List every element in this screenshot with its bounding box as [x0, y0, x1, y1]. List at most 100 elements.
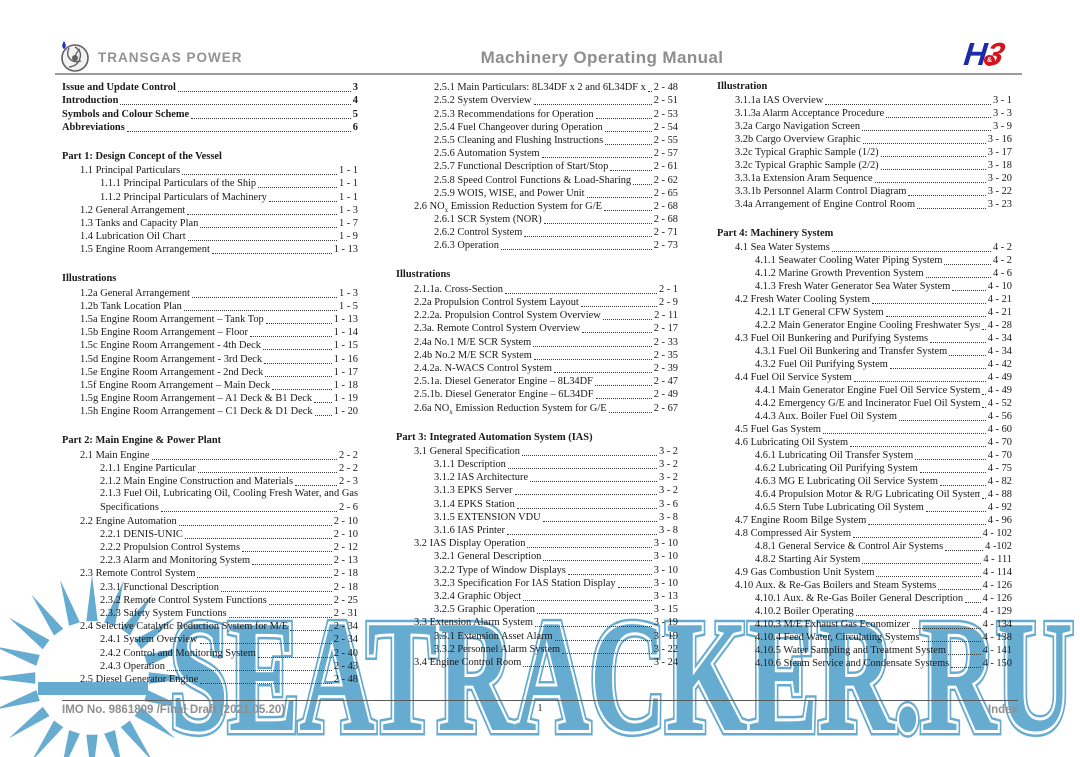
- dot-leader: [191, 117, 351, 119]
- watermark-text-outline: SEATRACKER.RU: [170, 587, 1073, 757]
- toc-entry-title: Symbols and Colour Scheme: [62, 108, 190, 120]
- toc-entry-title: Abbreviations: [62, 121, 125, 133]
- toc-column-middle: 2.5.1 Main Particulars: 8L34DF x 2 and 6…: [396, 81, 678, 669]
- toc-entry-title: 2.5.1b. Diesel Generator Engine – 6L34DF: [414, 389, 594, 401]
- toc-entry-page: 2 - 2: [338, 449, 358, 461]
- toc-entry-title: 2.4b No.2 M/E SCR System: [414, 349, 532, 361]
- toc-entry-page: 2 - 35: [653, 349, 678, 361]
- sun-ray: [134, 617, 176, 650]
- toc-entry-title: 3.3.2 Personnel Alarm System: [434, 643, 561, 655]
- dot-leader: [268, 200, 337, 202]
- sun-ray: [104, 580, 124, 626]
- h3-logo-ampersand: &: [984, 55, 995, 66]
- toc-entry: 2.5 Diesel Generator Engine 2 - 48: [62, 673, 358, 686]
- toc-entry-title: 4.1.1 Seawater Cooling Water Piping Syst…: [755, 255, 943, 266]
- dot-leader: [262, 349, 332, 351]
- toc-entry-title: 3.2a Cargo Navigation Screen: [735, 121, 861, 132]
- dot-leader: [183, 309, 337, 311]
- sun-ray: [104, 730, 121, 757]
- toc-entry: 4.1.1 Seawater Cooling Water Piping Syst…: [717, 254, 1012, 267]
- toc-spacer: [62, 256, 358, 273]
- toc-entry-page: 3 - 13: [653, 590, 678, 602]
- toc-entry-page: 3 - 23: [987, 199, 1012, 210]
- toc-entry-title: 4.6.5 Stern Tube Lubricating Oil System: [755, 502, 924, 513]
- toc-entry: 2.5.1b. Diesel Generator Engine – 6L34DF…: [396, 388, 678, 401]
- toc-entry-title: 1.5e Engine Room Arrangement - 2nd Deck: [80, 366, 264, 378]
- dot-leader: [211, 253, 332, 255]
- toc-entry-title: 2.6.2 Control System: [434, 227, 523, 239]
- toc-entry: 1.5g Engine Room Arrangement – A1 Deck &…: [62, 392, 358, 405]
- toc-entry-page: 2 - 39: [653, 362, 678, 374]
- toc-entry: 3.3.1 Extension Asset Alarm 3 - 19: [396, 629, 678, 642]
- toc-entry-wrapped-line: 2.1.3 Fuel Oil, Lubricating Oil, Cooling…: [100, 488, 358, 500]
- toc-entry-title: 2.5.3 Recommendations for Operation: [434, 108, 594, 120]
- toc-entry-page: 3 - 8: [658, 525, 678, 536]
- toc-entry-page: 2 - 31: [333, 607, 358, 619]
- toc-entry: 3.4 Engine Control Room 3 - 24: [396, 656, 678, 669]
- toc-entry-page: 4 - 141: [982, 645, 1012, 656]
- dot-leader: [314, 415, 332, 417]
- toc-entry-page: 3 - 19: [653, 630, 678, 642]
- toc-entry: 3.1.1 Description 3 - 2: [396, 458, 678, 471]
- toc-entry-page: 2 - 65: [653, 187, 678, 199]
- dot-leader: [120, 104, 351, 106]
- toc-entry: 2.5.8 Speed Control Functions & Load-Sha…: [396, 173, 678, 186]
- toc-entry-title: 1.1 Principal Particulars: [80, 165, 181, 177]
- toc-entry: 2.1.1 Engine Particular 2 - 2: [62, 462, 358, 475]
- toc-section-heading: Part 4: Machinery System: [717, 228, 834, 239]
- toc-entry-page: 1 - 20: [333, 406, 358, 418]
- dot-leader: [899, 420, 986, 421]
- toc-entry: 4.10.2 Boiler Operating 4 - 129: [717, 605, 1012, 618]
- dot-leader: [823, 433, 986, 434]
- dot-leader: [516, 507, 657, 509]
- dot-leader: [534, 626, 652, 628]
- dot-leader: [944, 264, 991, 265]
- toc-entry-page: 4 - 129: [982, 606, 1012, 617]
- dot-leader: [200, 682, 332, 684]
- toc-entry-title: 4.1 Sea Water Systems: [735, 242, 830, 253]
- toc-entry-title: 1.5d Engine Room Arrangement - 3rd Deck: [80, 353, 263, 365]
- toc-entry-title: 3.1 General Specification: [414, 445, 520, 457]
- toc-entry-title: 3.3.1 Extension Asset Alarm: [434, 630, 553, 642]
- toc-entry-title: 4.2 Fresh Water Cooling System: [735, 294, 870, 305]
- toc-entry-title: 2.4.2a. N-WACS Control System: [414, 362, 552, 374]
- toc-entry-page: 1 - 14: [333, 327, 358, 339]
- toc-column-right: Illustration 3.1.1a IAS Overview 3 - 1 3.1.…: [717, 81, 1012, 670]
- toc-entry: 3.2 IAS Display Operation 3 - 10: [396, 537, 678, 550]
- toc-section-heading: Part 2: Main Engine & Power Plant: [62, 435, 222, 447]
- toc-entry-page: 4 - 126: [982, 580, 1012, 591]
- toc-entry-page: 3 - 15: [653, 604, 678, 616]
- toc-entry: 2.5.5 Cleaning and Flushing Instructions…: [396, 134, 678, 147]
- toc-entry: 4.6 Lubricating Oil System 4 - 70: [717, 436, 1012, 449]
- toc-entry: 4.10.6 Steam Service and Condensate Syst…: [717, 657, 1012, 670]
- toc-entry-page: 4 - 134: [982, 619, 1012, 630]
- dot-leader: [595, 398, 652, 400]
- toc-entry-title: 2.6.1 SCR System (NOR): [434, 214, 542, 226]
- toc-entry-title: 1.5f Engine Room Arrangement – Main Deck: [80, 379, 271, 391]
- toc-entry: 4.4.2 Emergency G/E and Incinerator Fuel…: [717, 397, 1012, 410]
- dot-leader: [981, 394, 986, 395]
- dot-leader: [582, 332, 652, 334]
- toc-entry-title: 3.4 Engine Control Room: [414, 656, 522, 668]
- toc-entry-title: 2.5.1a. Diesel Generator Engine – 8L34DF: [414, 376, 593, 388]
- toc-entry-title: 2.4.2 Control and Monitoring System: [100, 647, 256, 659]
- toc-entry-title: 4.4 Fuel Oil Service System: [735, 372, 852, 383]
- toc-entry-page: 2 - 2: [338, 462, 358, 474]
- toc-entry-page: 2 - 68: [653, 214, 678, 226]
- toc-entry: 3.4a Arrangement of Engine Control Room 3…: [717, 198, 1012, 211]
- toc-entry: 3.3.1b Personnel Alarm Control Diagram 3 …: [717, 185, 1012, 198]
- toc-entry-title: 4.3.1 Fuel Oil Bunkering and Transfer Sy…: [755, 346, 948, 357]
- toc-entry-page: 3: [352, 82, 358, 94]
- toc-entry: 2.1.1a. Cross-Section 2 - 1: [396, 283, 678, 296]
- dot-leader: [543, 560, 652, 562]
- toc-entry-page: 4 - 70: [987, 450, 1012, 461]
- toc-entry-title: 3.1.4 EPKS Station: [434, 498, 515, 510]
- dot-leader: [917, 208, 986, 209]
- toc-entry-page: 2 - 68: [653, 200, 678, 212]
- toc-entry-page: 4 - 88: [987, 489, 1012, 500]
- toc-entry-title: Specifications: [100, 502, 159, 514]
- toc-entry: 2.3.1 Functional Description 2 - 18: [62, 580, 358, 593]
- toc-entry-page: 4 - 75: [987, 463, 1012, 474]
- toc-entry-page: 2 - 3: [338, 476, 358, 488]
- dot-leader: [874, 182, 986, 183]
